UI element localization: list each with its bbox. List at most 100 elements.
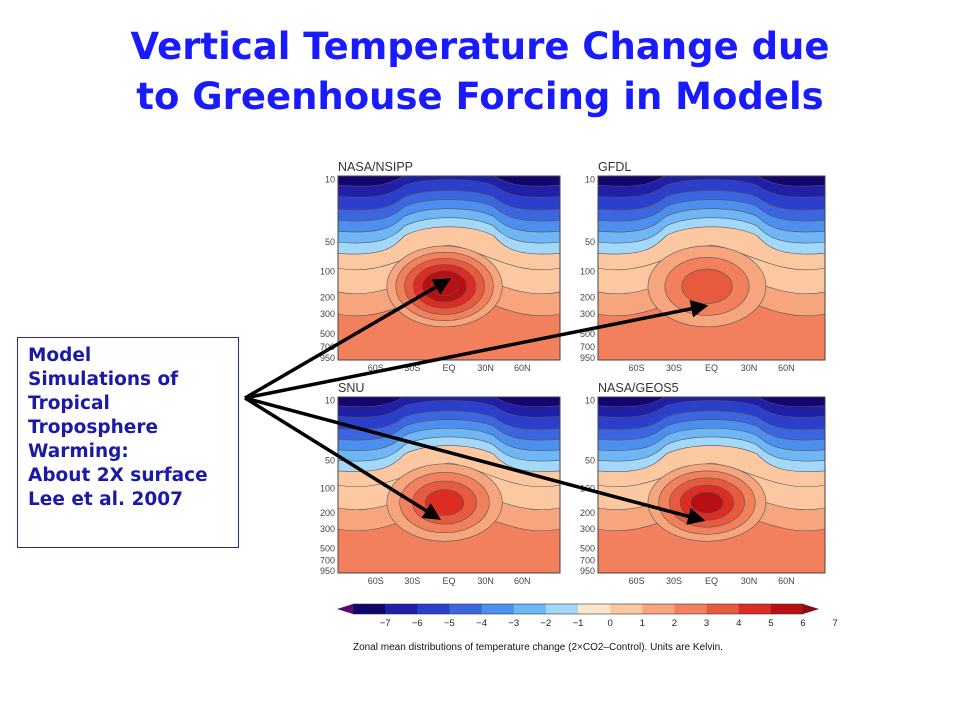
y-tick-label: 10 (585, 175, 595, 185)
colorbar-tick-label: 6 (800, 618, 805, 629)
x-tick-label: 30N (477, 576, 494, 586)
y-tick-label: 50 (325, 237, 335, 247)
callout-line: About 2X surface (28, 465, 208, 486)
x-tick-label: 30N (741, 363, 758, 373)
callout-line: Troposphere (28, 417, 159, 438)
y-tick-label: 10 (585, 396, 595, 406)
warming-contour (681, 268, 733, 305)
x-tick-label: 30S (666, 576, 682, 586)
y-tick-label: 200 (580, 292, 595, 302)
x-tick-label: 30N (741, 576, 758, 586)
callout-line: Warming: (28, 441, 129, 462)
cooling-band (338, 397, 560, 408)
figure-caption: Zonal mean distributions of temperature … (353, 642, 723, 653)
y-tick-label: 50 (585, 237, 595, 247)
colorbar-swatch (706, 604, 740, 614)
colorbar-swatch (545, 604, 579, 614)
cooling-band (598, 397, 825, 408)
pointer-arrow (244, 396, 706, 525)
warming-contour (690, 491, 724, 514)
callout-line: Simulations of (28, 369, 179, 390)
panel-title: SNU (338, 381, 364, 395)
x-tick-label: 30S (404, 363, 420, 373)
cooling-band (598, 176, 825, 187)
title-line-1: Vertical Temperature Change due (130, 25, 830, 68)
x-tick-label: EQ (442, 576, 455, 586)
callout-box: Model Simulations of Tropical Troposphere Wa… (17, 337, 239, 548)
y-tick-label: 100 (580, 267, 595, 277)
panel-title: NASA/NSIPP (338, 160, 413, 174)
colorbar-swatch (481, 604, 515, 614)
y-tick-label: 950 (320, 353, 335, 363)
y-tick-label: 300 (580, 524, 595, 534)
colorbar-tick-label: −1 (573, 618, 584, 629)
colorbar-tick-label: −5 (444, 618, 455, 629)
x-tick-label: 60S (629, 576, 645, 586)
y-tick-label: 500 (320, 329, 335, 339)
y-tick-label: 100 (320, 484, 335, 494)
x-tick-label: 30N (477, 363, 494, 373)
panel-frame (597, 175, 826, 361)
colorbar-swatch (770, 604, 804, 614)
colorbar-tick-label: 0 (607, 618, 612, 629)
colorbar-swatch (642, 604, 675, 614)
y-tick-label: 500 (580, 329, 595, 339)
pointer-arrow (244, 300, 709, 400)
colorbar-tick-label: −3 (508, 618, 519, 629)
colorbar-swatch (578, 604, 611, 614)
colorbar-swatch (513, 604, 547, 614)
x-tick-label: 60S (368, 576, 384, 586)
y-tick-label: 700 (580, 342, 595, 352)
panel-frame (597, 396, 826, 574)
colorbar-tick-label: −4 (476, 618, 487, 629)
colorbar-max-cap (803, 604, 819, 614)
y-tick-label: 950 (320, 566, 335, 576)
x-tick-label: 60S (629, 363, 645, 373)
y-tick-label: 500 (580, 543, 595, 553)
colorbar-swatch (449, 604, 483, 614)
x-tick-label: 60N (514, 363, 531, 373)
colorbar-tick-label: 4 (736, 618, 741, 629)
x-tick-label: 60N (778, 576, 795, 586)
y-tick-label: 10 (325, 396, 335, 406)
y-tick-label: 200 (580, 508, 595, 518)
colorbar-tick-label: 5 (768, 618, 773, 629)
y-tick-label: 300 (580, 309, 595, 319)
y-tick-label: 700 (580, 556, 595, 566)
colorbar-tick-label: 3 (704, 618, 709, 629)
colorbar: −7 −6 −5 −4 −3 −2 −1 0 1 2 3 4 5 6 7 (337, 603, 838, 629)
colorbar-swatch (353, 604, 386, 614)
panel-title: GFDL (598, 160, 631, 174)
colorbar-tick-label: 2 (672, 618, 677, 629)
colorbar-swatch (417, 604, 450, 614)
colorbar-tick-label: 1 (640, 618, 645, 629)
y-tick-label: 50 (325, 455, 335, 465)
panel-frame (337, 175, 561, 361)
x-tick-label: 30S (666, 363, 682, 373)
y-tick-label: 950 (580, 566, 595, 576)
arrows (244, 278, 709, 525)
panel-title: NASA/GEOS5 (598, 381, 679, 395)
warming-contour (425, 489, 465, 516)
y-tick-label: 300 (320, 524, 335, 534)
y-tick-label: 100 (320, 267, 335, 277)
y-tick-label: 300 (320, 309, 335, 319)
pointer-arrow (244, 396, 441, 520)
colorbar-tick-label: −7 (380, 618, 391, 629)
page-title: Vertical Temperature Change due to Green… (0, 22, 960, 122)
y-tick-label: 200 (320, 292, 335, 302)
callout-line: Model (28, 345, 92, 366)
callout-line: Lee et al. 2007 (28, 489, 183, 510)
x-tick-label: 30S (404, 576, 420, 586)
colorbar-swatch (738, 604, 772, 614)
x-tick-label: 60S (368, 363, 384, 373)
callout-line: Tropical (28, 393, 110, 414)
x-tick-label: 60N (778, 363, 795, 373)
cooling-band (338, 176, 560, 187)
y-tick-label: 700 (320, 342, 335, 352)
y-tick-label: 10 (325, 175, 335, 185)
